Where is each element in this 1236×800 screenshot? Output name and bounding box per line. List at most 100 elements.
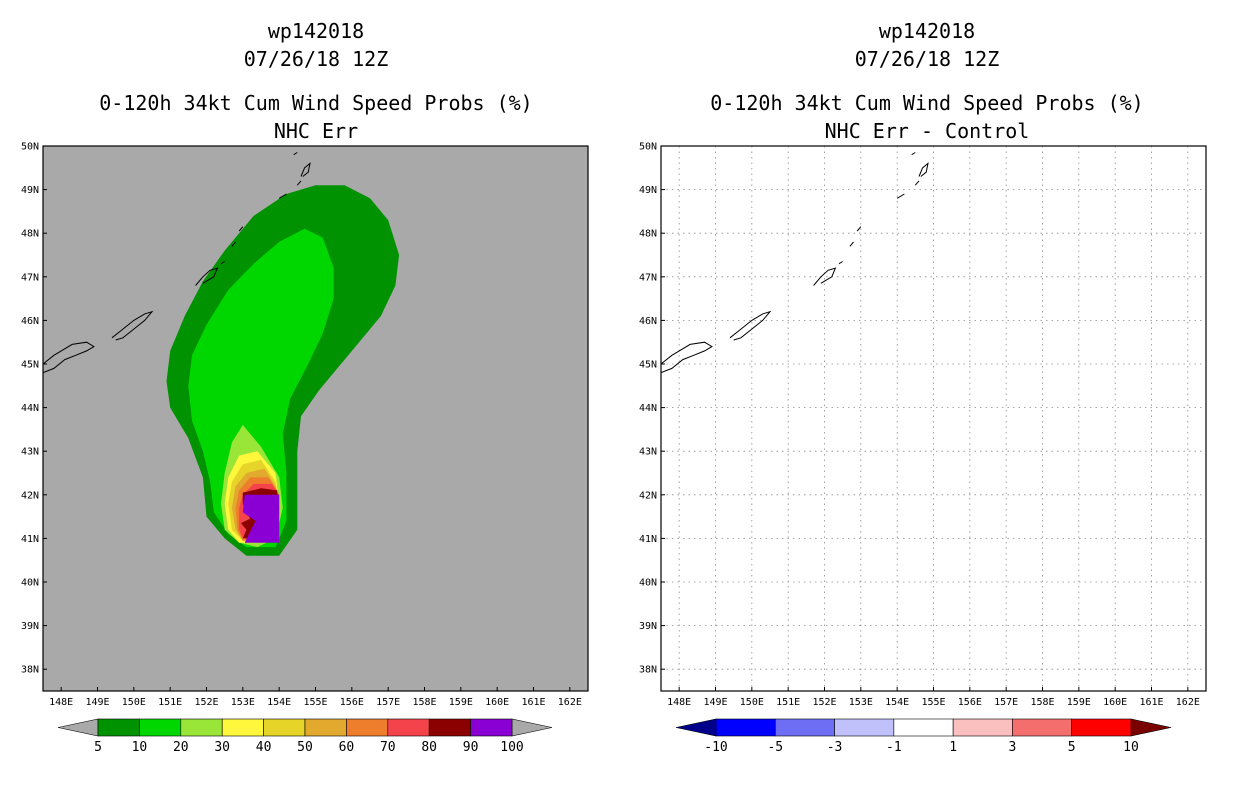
x-tick-label: 154E — [267, 697, 291, 708]
y-tick-label: 46N — [21, 316, 39, 327]
x-tick-label: 149E — [85, 697, 109, 708]
colorbar-swatch — [221, 718, 264, 737]
x-tick-label: 152E — [812, 697, 836, 708]
y-tick-label: 39N — [639, 621, 657, 632]
y-tick-label: 48N — [639, 229, 657, 240]
colorbar-swatch — [715, 718, 776, 737]
y-tick-label: 43N — [21, 447, 39, 458]
left-colorbar: 5 10 20 30 40 50 60 70 80 90 100 — [57, 718, 553, 755]
x-tick-label: 161E — [521, 697, 545, 708]
colorbar-label: -3 — [827, 740, 843, 755]
right-map-background — [661, 146, 1206, 691]
x-tick-label: 148E — [49, 697, 73, 708]
coastline — [278, 193, 287, 199]
colorbar-label: 60 — [339, 740, 355, 755]
x-tick-label: 159E — [449, 697, 473, 708]
colorbar-swatch — [180, 718, 223, 737]
colorbar-label: 20 — [173, 740, 189, 755]
left-coastlines — [43, 152, 311, 374]
colorbar-swatch — [97, 718, 140, 737]
right-coastlines — [661, 152, 929, 374]
y-tick-label: 49N — [639, 185, 657, 196]
right-date: 07/26/18 12Z — [855, 47, 1000, 71]
colorbar-swatch — [952, 718, 1013, 737]
y-tick-label: 44N — [639, 403, 657, 414]
colorbar-label: 100 — [500, 740, 523, 755]
coastline — [911, 152, 916, 156]
colorbar-label: 3 — [1009, 740, 1017, 755]
y-tick-label: 38N — [639, 665, 657, 676]
left-title: 0-120h 34kt Cum Wind Speed Probs (%) — [99, 91, 532, 115]
coastline — [238, 226, 244, 232]
right-axis-ticks: 148E 149E 150E 151E 152E 153E 154E 155E 156E 157E… — [639, 142, 1200, 709]
x-tick-label: 151E — [776, 697, 800, 708]
coastline — [293, 152, 298, 156]
colorbar-label: 10 — [1123, 740, 1139, 755]
y-tick-label: 45N — [639, 360, 657, 371]
x-tick-label: 160E — [485, 697, 509, 708]
x-tick-label: 150E — [122, 697, 146, 708]
contour-90-percent — [242, 494, 280, 543]
colorbar-swatch — [1071, 718, 1132, 737]
colorbar-swatch — [428, 718, 471, 737]
y-tick-label: 41N — [21, 534, 39, 545]
x-tick-label: 154E — [885, 697, 909, 708]
colorbar-swatch — [1012, 718, 1073, 737]
colorbar-swatch — [834, 718, 895, 737]
left-date: 07/26/18 12Z — [244, 47, 389, 71]
colorbar-right-arrow — [1130, 718, 1172, 737]
y-tick-label: 40N — [21, 578, 39, 589]
y-tick-label: 45N — [21, 360, 39, 371]
colorbar-swatch — [774, 718, 835, 737]
right-title: 0-120h 34kt Cum Wind Speed Probs (%) — [710, 91, 1143, 115]
coastline — [838, 261, 843, 265]
colorbar-swatch — [387, 718, 430, 737]
colorbar-swatch — [263, 718, 306, 737]
right-colorbar: -10 -5 -3 -1 1 3 5 10 — [675, 718, 1172, 755]
x-tick-label: 156E — [958, 697, 982, 708]
x-tick-label: 153E — [849, 697, 873, 708]
x-tick-label: 158E — [1030, 697, 1054, 708]
coastline — [914, 180, 920, 186]
x-tick-label: 158E — [412, 697, 436, 708]
colorbar-label: 10 — [132, 740, 148, 755]
coastline — [856, 226, 862, 232]
right-map-panel: 148E 149E 150E 151E 152E 153E 154E 155E 156E 157E… — [639, 142, 1207, 709]
left-map-panel: 148E 149E 150E 151E 152E 153E 154E 155E 156E 157E… — [21, 142, 589, 709]
colorbar-label: 5 — [94, 740, 102, 755]
x-tick-label: 162E — [1176, 697, 1200, 708]
left-subtitle: NHC Err — [274, 119, 358, 143]
left-contours — [166, 185, 400, 556]
colorbar-label: -10 — [704, 740, 727, 755]
coastline — [43, 341, 95, 374]
colorbar-label: 5 — [1068, 740, 1076, 755]
colorbar-left-arrow — [675, 718, 717, 737]
colorbar-swatch — [893, 718, 954, 737]
left-axis-ticks: 148E 149E 150E 151E 152E 153E 154E 155E 156E 157E… — [21, 142, 582, 709]
y-tick-label: 44N — [21, 403, 39, 414]
coastline — [195, 267, 219, 286]
y-tick-label: 39N — [21, 621, 39, 632]
colorbar-swatch — [139, 718, 182, 737]
colorbar-label: -5 — [767, 740, 783, 755]
x-tick-label: 160E — [1103, 697, 1127, 708]
y-tick-label: 46N — [639, 316, 657, 327]
colorbar-swatch — [304, 718, 347, 737]
coastline — [300, 162, 311, 177]
x-tick-label: 155E — [303, 697, 327, 708]
y-tick-label: 50N — [21, 142, 39, 153]
coastline — [849, 241, 854, 247]
colorbar-left-arrow — [57, 718, 99, 737]
colorbar-label: 30 — [214, 740, 230, 755]
colorbar-label: 40 — [256, 740, 272, 755]
colorbar-label: 50 — [297, 740, 313, 755]
y-tick-label: 47N — [21, 272, 39, 283]
x-tick-label: 150E — [740, 697, 764, 708]
x-tick-label: 162E — [558, 697, 582, 708]
y-tick-label: 49N — [21, 185, 39, 196]
x-tick-label: 159E — [1067, 697, 1091, 708]
coastline — [220, 261, 225, 265]
y-tick-label: 40N — [639, 578, 657, 589]
x-tick-label: 149E — [703, 697, 727, 708]
